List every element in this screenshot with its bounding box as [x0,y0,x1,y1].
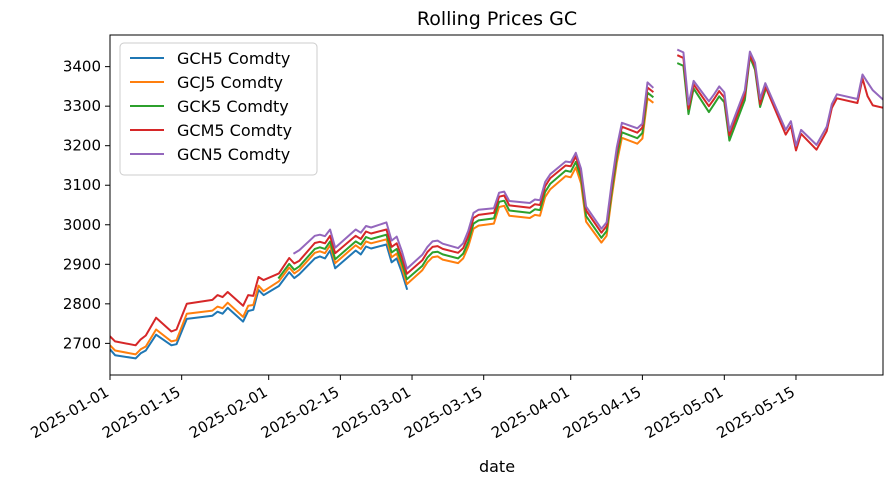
series-line-gcm5 [110,53,883,347]
series-line-gcn5 [292,48,883,270]
chart-title: Rolling Prices GC [417,8,577,30]
y-tick-label: 3400 [63,58,101,76]
series-line-gcj5 [110,97,655,356]
y-tick-label: 3200 [63,137,101,155]
plot-lines [110,48,883,360]
legend-label: GCN5 Comdty [177,145,290,164]
legend-label: GCK5 Comdty [177,97,289,116]
y-axis: 2700 2800 2900 3000 3100 3200 3300 3400 [63,58,110,352]
x-tick-label: 2025-03-15 [401,383,486,442]
legend-label: GCJ5 Comdty [177,73,283,92]
legend: GCH5 Comdty GCJ5 Comdty GCK5 Comdty GCM5 Co… [119,42,318,176]
x-tick-label: 2025-01-01 [27,383,112,442]
series-line-gck5 [277,55,767,281]
x-tick-label: 2025-04-01 [488,383,573,442]
x-tick-label: 2025-01-15 [99,383,184,442]
legend-box [119,42,318,176]
x-axis-label: date [479,457,515,476]
x-tick-label: 2025-03-01 [330,383,415,442]
y-tick-label: 2800 [63,295,101,313]
plot-frame [109,34,884,376]
x-tick-label: 2025-02-15 [258,383,343,442]
y-tick-label: 3100 [63,176,101,194]
x-tick-label: 2025-05-01 [642,383,727,442]
y-tick-label: 2700 [63,334,101,352]
legend-label: GCH5 Comdty [177,49,290,68]
x-tick-label: 2025-02-01 [186,383,271,442]
x-tick-label: 2025-04-15 [560,383,645,442]
legend-label: GCM5 Comdty [177,121,292,140]
y-tick-label: 3300 [63,97,101,115]
y-tick-label: 3000 [63,216,101,234]
x-tick-label: 2025-05-15 [713,383,798,442]
series-line-gch5 [110,243,409,360]
y-tick-label: 2900 [63,255,101,273]
